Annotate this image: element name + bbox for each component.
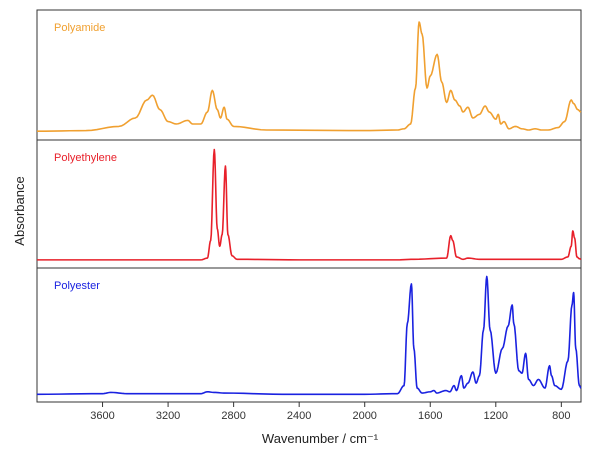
x-tick-label: 2400: [287, 410, 311, 422]
y-axis-label: Absorbance: [12, 176, 27, 245]
panel-frame-2: [36, 139, 582, 269]
x-tick-label: 1200: [484, 410, 508, 422]
x-tick-label: 3600: [90, 410, 114, 422]
x-tick-label: 3200: [156, 410, 180, 422]
spectrum-line-polyamide: [36, 21, 582, 132]
panel-frames: [36, 9, 582, 403]
x-tick-label: 2000: [352, 410, 376, 422]
x-axis-label: Wavenumber / cm⁻¹: [262, 431, 379, 446]
spectrum-line-polyester: [36, 275, 582, 396]
spectrum-line-polyethylene: [37, 148, 582, 261]
panel-labels: Polyamide Polyethylene Polyester: [54, 22, 117, 292]
panel-label-polyethylene: Polyethylene: [54, 152, 117, 164]
x-axis: 3600 3200 2800 2400 2000 1600 1200 800: [90, 402, 571, 422]
panel-label-polyamide: Polyamide: [54, 22, 105, 34]
panel-frame-3: [36, 267, 582, 403]
x-tick-label: 2800: [221, 410, 245, 422]
spectrum-lines: [36, 21, 582, 396]
x-tick-label: 800: [552, 410, 570, 422]
x-tick-label: 1600: [418, 410, 442, 422]
panel-label-polyester: Polyester: [54, 280, 100, 292]
